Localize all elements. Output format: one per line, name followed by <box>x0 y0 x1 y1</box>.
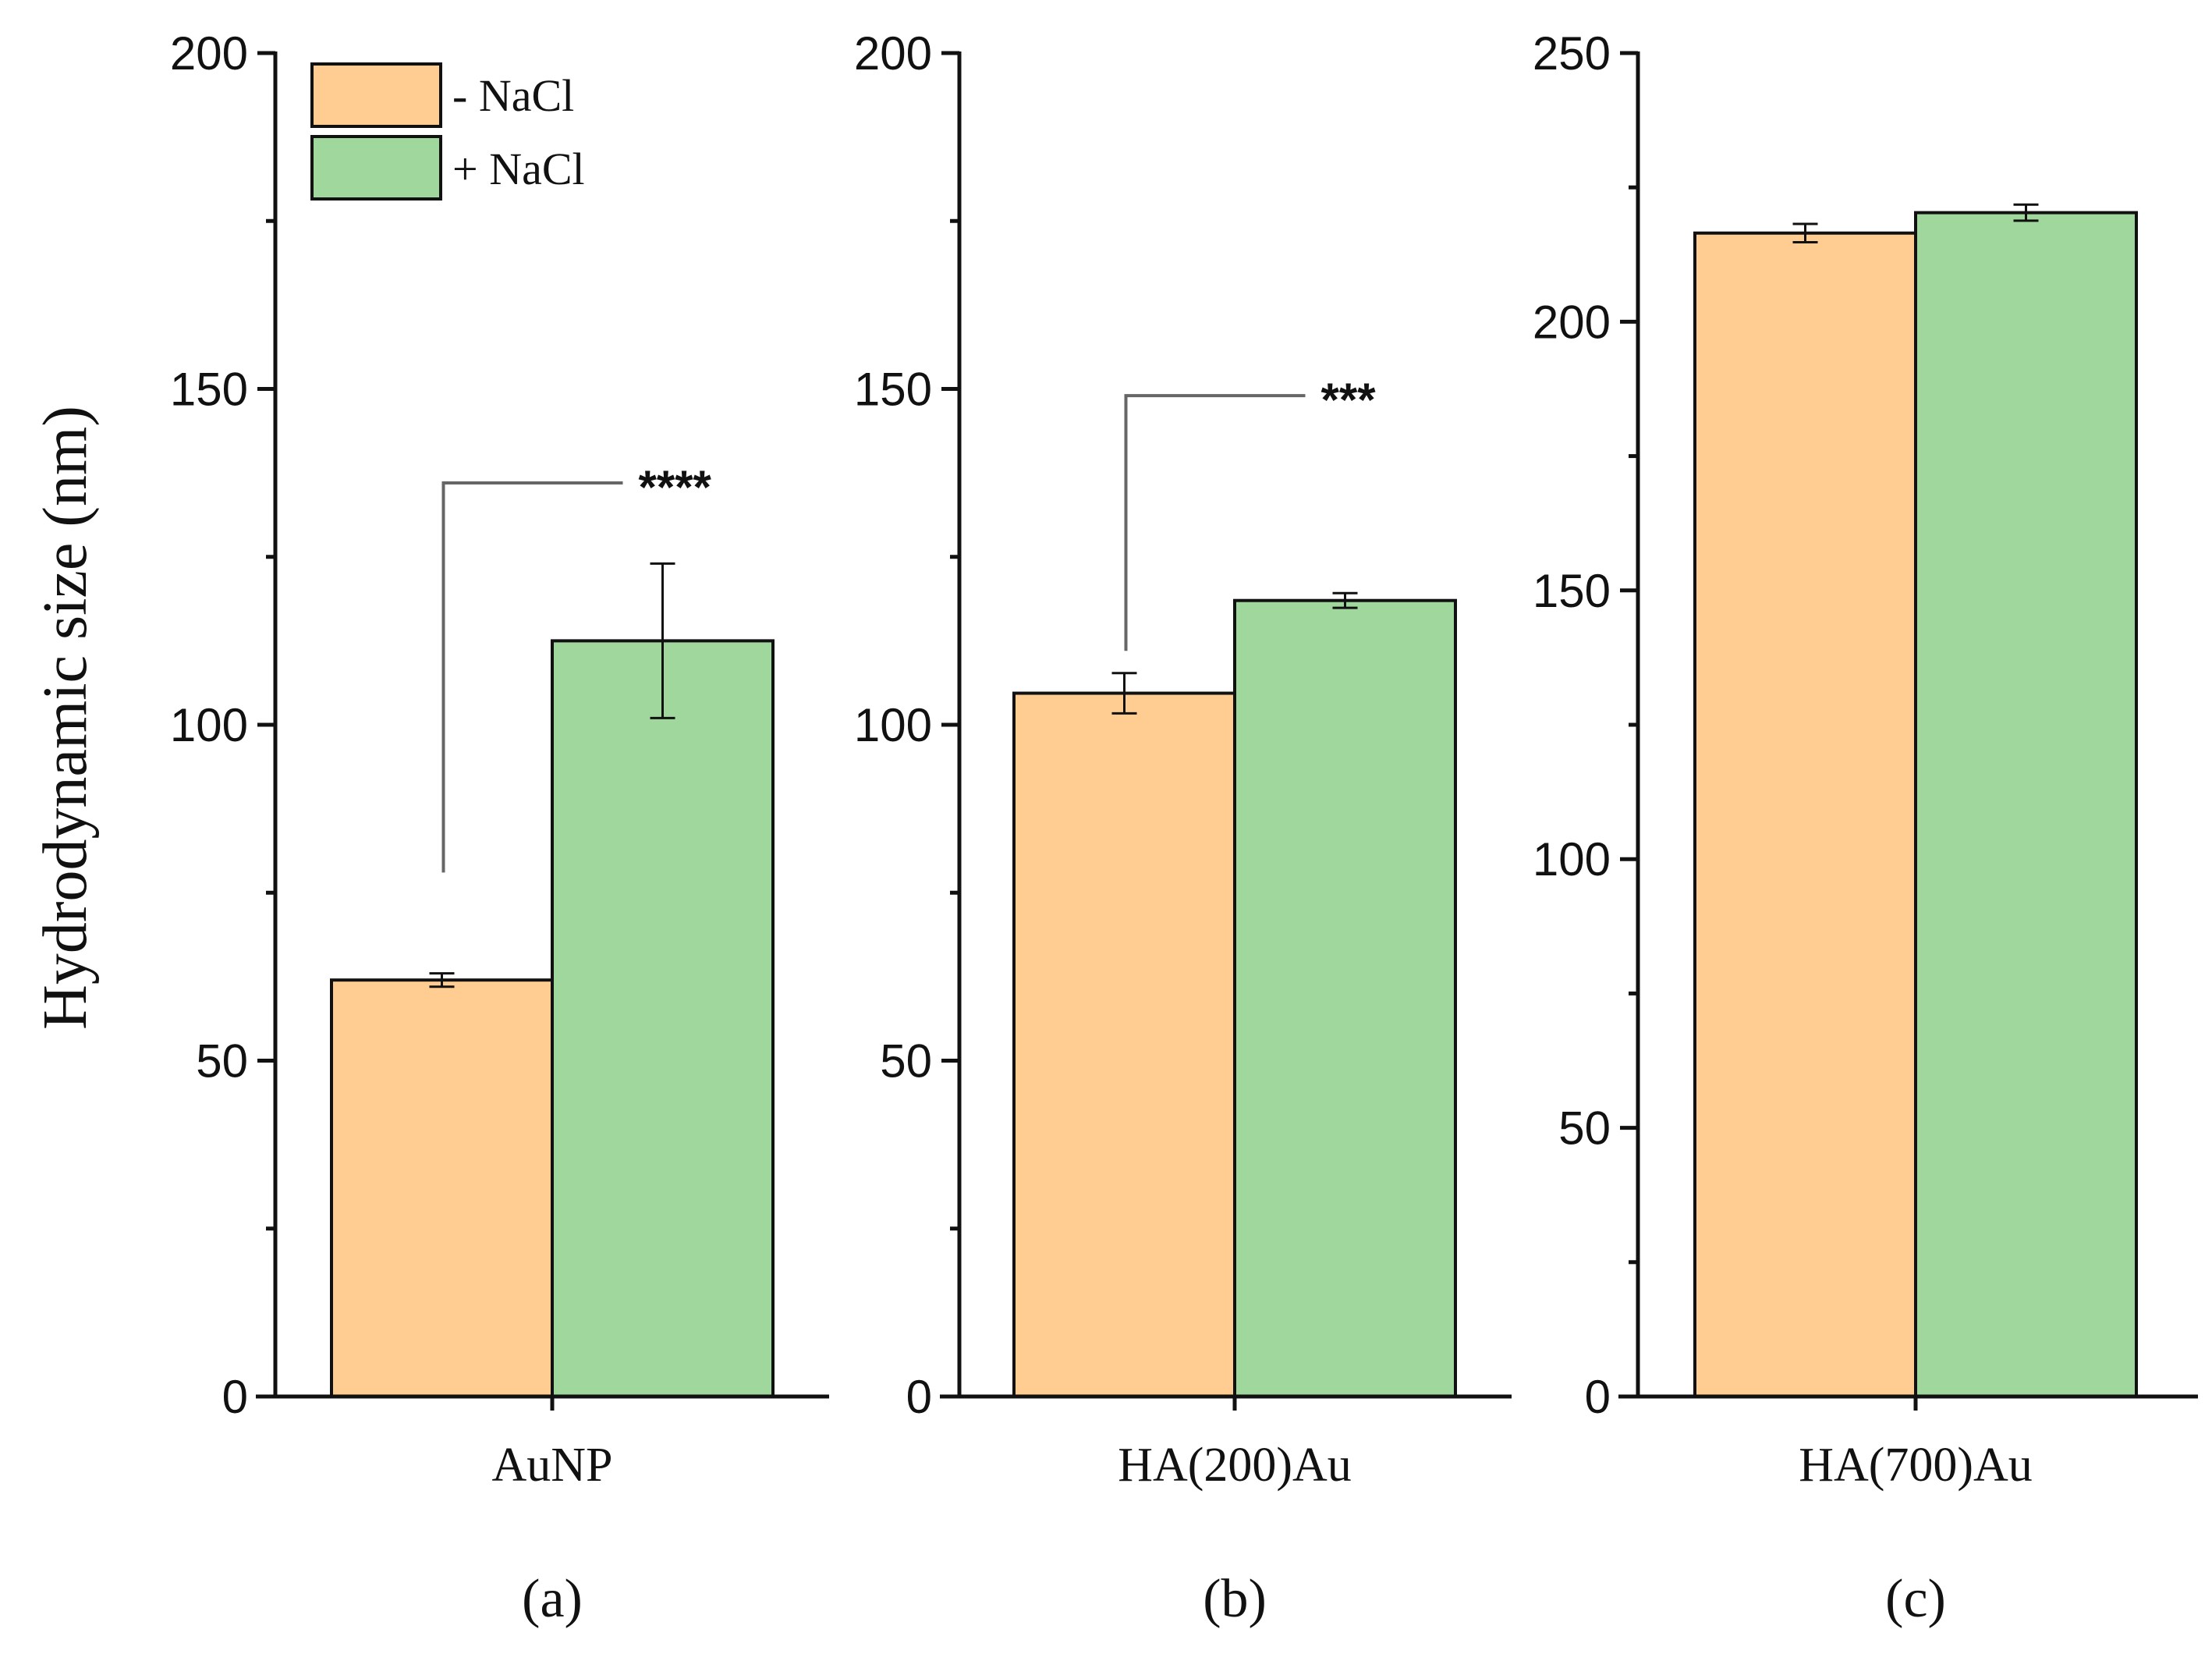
y-tick-label: 200 <box>170 27 248 80</box>
legend-label-plus-nacl: + NaCl <box>452 144 585 194</box>
panel-label: (c) <box>1885 1569 1946 1629</box>
legend-swatch-plus-nacl <box>310 135 442 201</box>
y-tick-label: 100 <box>1533 833 1611 885</box>
panel-label: (a) <box>522 1569 583 1629</box>
y-axis-title: Hydrodynamic size (nm) <box>31 406 100 1030</box>
bar-plus-nacl <box>551 639 775 1398</box>
significance-bracket <box>441 481 623 873</box>
bar-minus-nacl <box>1693 231 1917 1398</box>
y-tick-label: 50 <box>1558 1102 1611 1155</box>
y-tick-label: 200 <box>854 27 932 80</box>
y-tick-label: 0 <box>222 1371 248 1423</box>
y-tick-label: 0 <box>1585 1371 1611 1423</box>
y-tick-label: 250 <box>1533 27 1611 80</box>
y-tick-label: 50 <box>880 1035 932 1088</box>
y-tick-label: 100 <box>170 699 248 751</box>
significance-label: *** <box>1321 374 1377 426</box>
y-tick-label: 0 <box>906 1371 932 1423</box>
significance-label: **** <box>639 461 712 513</box>
panel-a: 0 50 100 150 200 AuNP (a) **** <box>170 27 829 1629</box>
panel-label: (b) <box>1203 1569 1267 1629</box>
legend: - NaCl + NaCl <box>310 62 585 201</box>
bar-plus-nacl <box>1233 598 1457 1398</box>
significance-bracket <box>1124 394 1306 651</box>
x-category-label: HA(200)Au <box>1118 1439 1352 1492</box>
y-tick-label: 50 <box>196 1035 248 1088</box>
x-category-label: AuNP <box>491 1439 612 1492</box>
y-tick-label: 150 <box>170 364 248 416</box>
panel-c: 0 50 100 150 200 250 HA(700)Au (c) <box>1533 27 2198 1629</box>
legend-swatch-minus-nacl <box>310 62 442 128</box>
y-tick-label: 150 <box>1533 565 1611 617</box>
bar-minus-nacl <box>330 978 554 1399</box>
bar-plus-nacl <box>1914 211 2138 1398</box>
bar-minus-nacl <box>1012 691 1236 1398</box>
y-tick-label: 150 <box>854 364 932 416</box>
y-tick-label: 200 <box>1533 296 1611 348</box>
y-tick-label: 100 <box>854 699 932 751</box>
legend-label-minus-nacl: - NaCl <box>452 70 574 121</box>
x-category-label: HA(700)Au <box>1799 1439 2033 1492</box>
panel-b: 0 50 100 150 200 HA(200)Au (b) *** <box>854 27 1512 1629</box>
